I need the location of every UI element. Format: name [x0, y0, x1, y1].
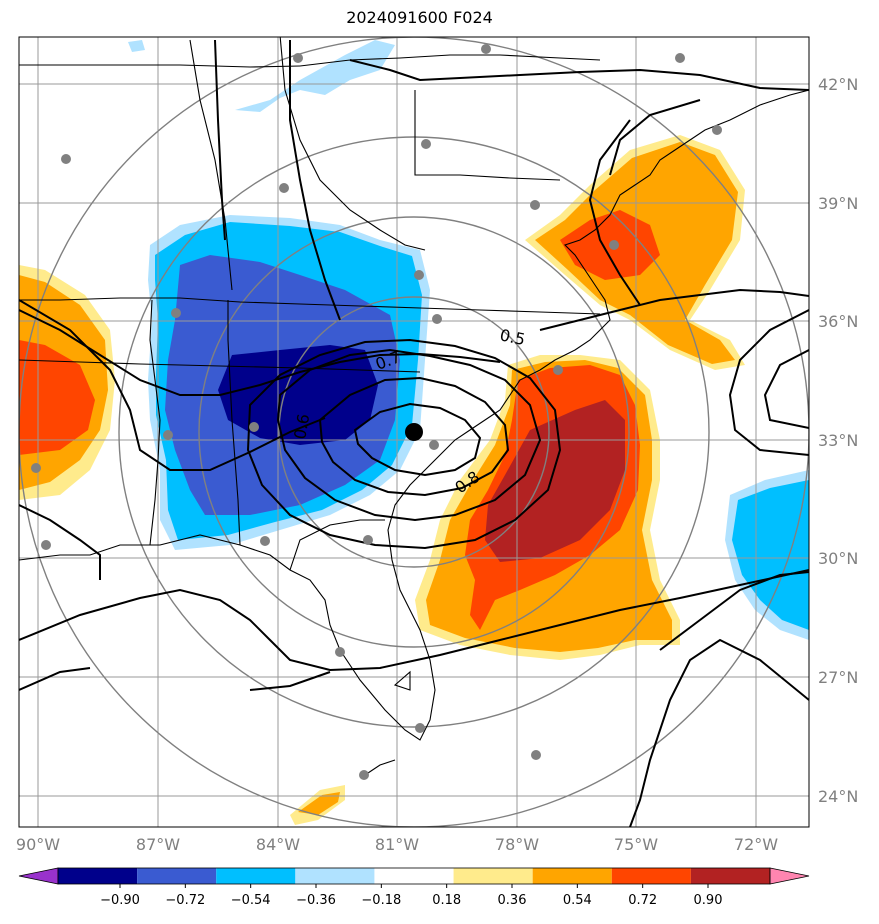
colorbar-extend-min	[18, 867, 59, 885]
colorbar-segment	[216, 868, 296, 884]
lat-label-24: 24°N	[818, 787, 858, 806]
anomaly-lightblue-lakes	[235, 40, 395, 112]
colorbar-segment	[374, 868, 454, 884]
map-frame	[18, 36, 810, 828]
lon-labels: 90°W 87°W 84°W 81°W 78°W 75°W 72°W	[16, 835, 778, 854]
lon-label-72: 72°W	[734, 835, 778, 854]
colorbar-segment	[453, 868, 533, 884]
lat-labels: 42°N 39°N 36°N 33°N 30°N 27°N 24°N	[818, 75, 858, 806]
contour-label-0-6: 0.6	[290, 412, 313, 440]
colorbar-tick-label: −0.72	[165, 893, 205, 908]
colorbar-tick-label: −0.36	[296, 893, 336, 908]
lat-label-33: 33°N	[818, 431, 858, 450]
lat-label-36: 36°N	[818, 312, 858, 331]
anomaly-neg-east-blue	[732, 480, 809, 630]
colorbar-segment	[690, 868, 770, 884]
colorbar-segment	[58, 868, 138, 884]
lat-label-27: 27°N	[818, 668, 858, 687]
map-title: 2024091600 F024	[346, 8, 493, 27]
anomaly-lightblue-small	[128, 40, 145, 52]
colorbar-segment	[295, 868, 375, 884]
lat-label-39: 39°N	[818, 194, 858, 213]
coastlines	[19, 37, 809, 776]
colorbar-segment	[611, 868, 691, 884]
storm-center-marker	[405, 423, 423, 441]
anomaly-pos-keys-orange	[298, 792, 340, 815]
colorbar-segment	[137, 868, 217, 884]
colorbar-tick-label: −0.18	[361, 893, 401, 908]
colorbar-tick-label: 0.18	[432, 893, 461, 908]
lon-label-81: 81°W	[375, 835, 419, 854]
lon-label-90: 90°W	[16, 835, 60, 854]
colorbar-tick-label: −0.54	[231, 893, 271, 908]
colorbar-outline	[57, 867, 771, 885]
lon-label-78: 78°W	[495, 835, 539, 854]
colorbar-tick-label: 0.36	[498, 893, 527, 908]
colorbar: −0.90 −0.72 −0.54 −0.36 −0.18 0.18 0.36 0.54 0.7…	[18, 867, 810, 908]
lat-label-30: 30°N	[818, 549, 858, 568]
contour-label-0-5: 0.5	[498, 325, 527, 349]
anomaly-neg-darkblue	[218, 345, 378, 445]
colorbar-tick-label: −0.90	[100, 893, 140, 908]
colorbar-tick-label: 0.72	[628, 893, 657, 908]
colorbar-extend-max	[769, 867, 810, 885]
range-rings	[19, 37, 809, 827]
lat-label-42: 42°N	[818, 75, 858, 94]
colorbar-tick-label: 0.54	[563, 893, 592, 908]
contours	[19, 39, 809, 827]
colorbar-segment	[532, 868, 612, 884]
lon-label-75: 75°W	[614, 835, 658, 854]
colorbar-tick-label: 0.90	[694, 893, 723, 908]
lon-label-84: 84°W	[256, 835, 300, 854]
lon-label-87: 87°W	[136, 835, 180, 854]
station-markers	[31, 44, 722, 780]
